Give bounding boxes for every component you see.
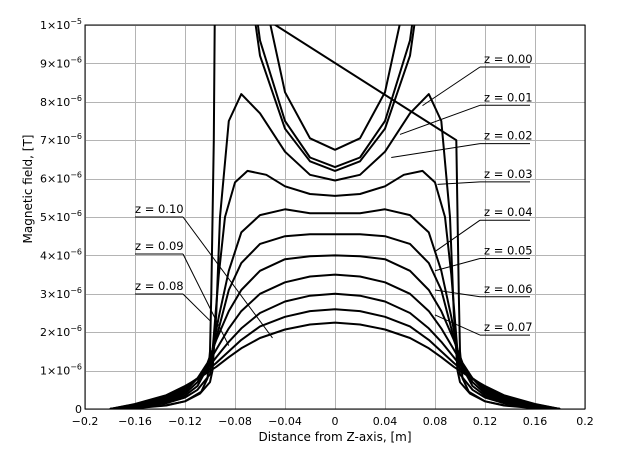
x-tick-label: 0.2 <box>576 415 594 428</box>
y-tick-label: 3×10−6 <box>40 286 82 301</box>
y-tick-label: 9×10−6 <box>40 55 82 70</box>
x-tick-label: −0.12 <box>168 415 202 428</box>
x-axis-label: Distance from Z-axis, [m] <box>258 430 411 444</box>
series-line <box>256 25 414 169</box>
y-tick-label: 1×10−5 <box>40 17 82 32</box>
series-line <box>109 208 561 409</box>
series-line <box>254 25 416 172</box>
annotation-leader <box>437 181 481 185</box>
annotation-label: z = 0.03 <box>484 167 533 181</box>
series-line <box>269 25 401 151</box>
annotation-label: z = 0.09 <box>135 239 184 253</box>
y-tick-label: 8×10−6 <box>40 94 82 109</box>
annotation-leader <box>434 289 481 298</box>
series-line <box>109 233 561 409</box>
y-axis-label: Magnetic field, [T] <box>21 135 35 244</box>
x-tick-label: 0 <box>332 415 339 428</box>
series-line <box>109 25 561 409</box>
x-axis-ticks: −0.2 −0.16 −0.12 −0.08 −0.04 0 0.04 0.08 0.12 0.1… <box>72 415 594 428</box>
x-tick-label: 0.04 <box>373 415 398 428</box>
annotation-leader <box>391 143 481 158</box>
annotation-leader <box>182 216 273 339</box>
annotation-leader <box>434 314 481 336</box>
annotation-leader <box>182 293 211 322</box>
annotation-leader <box>399 104 481 135</box>
annotation-leader <box>434 219 481 252</box>
x-tick-label: −0.2 <box>72 415 99 428</box>
annotation-label: z = 0.08 <box>135 279 184 293</box>
annotation-leader <box>422 66 481 107</box>
annotation-leader <box>182 253 230 346</box>
x-tick-label: −0.16 <box>118 415 152 428</box>
y-tick-label: 6×10−6 <box>40 171 82 186</box>
annotation-label: z = 0.10 <box>135 202 184 216</box>
annotation-leader <box>434 258 481 272</box>
y-tick-label: 7×10−6 <box>40 132 82 147</box>
series-lines <box>109 25 561 409</box>
plot-frame <box>84 24 586 410</box>
x-tick-label: −0.08 <box>218 415 252 428</box>
x-tick-label: 0.16 <box>523 415 548 428</box>
annotation-label: z = 0.00 <box>484 52 533 66</box>
x-tick-label: −0.04 <box>268 415 302 428</box>
series-line <box>109 321 561 409</box>
x-tick-label: 0.12 <box>473 415 498 428</box>
annotation-label: z = 0.04 <box>484 205 533 219</box>
annotation-label: z = 0.02 <box>484 129 533 143</box>
annotation-label: z = 0.01 <box>484 90 533 104</box>
annotation-label: z = 0.06 <box>484 282 533 296</box>
series-line <box>109 93 561 409</box>
y-tick-label: 1×10−6 <box>40 363 82 378</box>
y-tick-label: 4×10−6 <box>40 247 82 262</box>
y-tick-label: 2×10−6 <box>40 324 82 339</box>
annotation-label: z = 0.05 <box>484 244 533 258</box>
annotation-label: z = 0.07 <box>484 320 533 334</box>
y-tick-label: 0 <box>75 403 82 416</box>
y-tick-label: 5×10−6 <box>40 209 82 224</box>
annotations: z = 0.00 z = 0.01 z = 0.02 z = 0.03 z = 0.04… <box>135 52 533 346</box>
y-axis-ticks: 0 1×10−6 2×10−6 3×10−6 4×10−6 5×10−6 6×10−6 7×1… <box>40 17 82 416</box>
x-tick-label: 0.08 <box>423 415 448 428</box>
